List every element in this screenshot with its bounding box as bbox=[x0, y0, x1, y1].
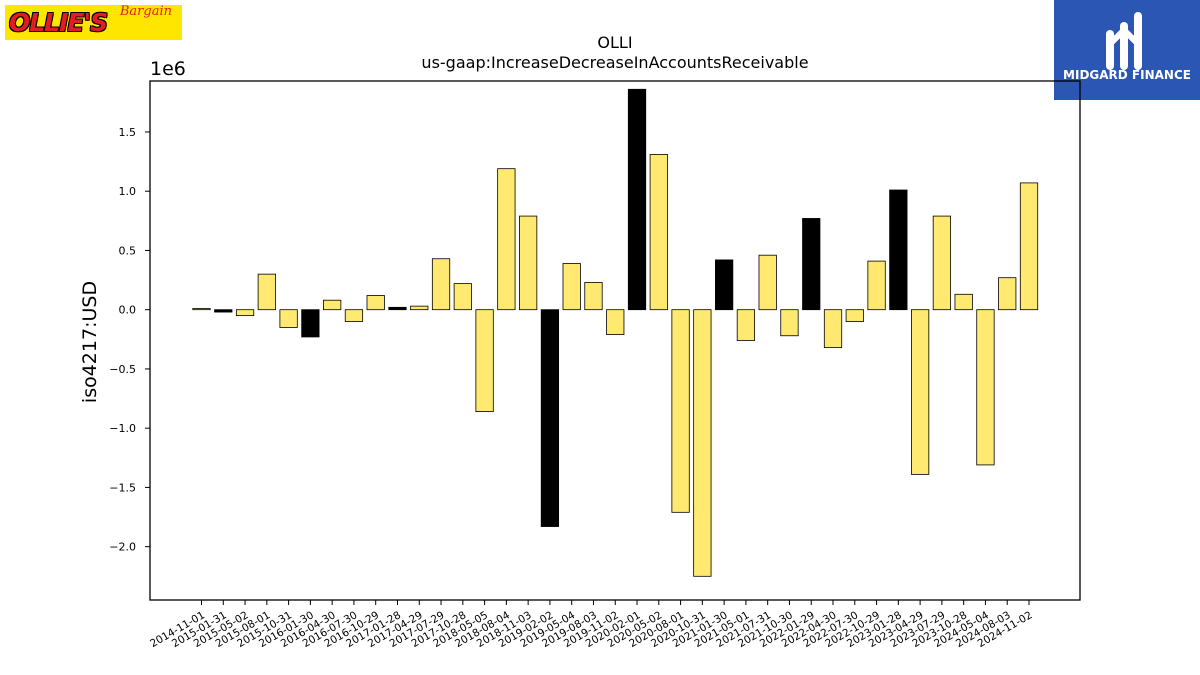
bars-group bbox=[192, 88, 1039, 577]
y-tick-label: 0.5 bbox=[119, 244, 137, 257]
bar-2015-01-31 bbox=[214, 309, 233, 313]
bar-2022-10-29 bbox=[867, 260, 886, 311]
bar-2015-08-01 bbox=[257, 273, 276, 311]
midgard-finance-logo: MIDGARD FINANCE bbox=[1054, 0, 1200, 100]
bar-2018-05-05 bbox=[475, 309, 494, 412]
bar-2021-10-30 bbox=[780, 309, 799, 337]
bar-2017-07-29 bbox=[431, 258, 451, 311]
ollies-logo-wordmark: OLLIE'S bbox=[9, 8, 108, 37]
bar-2016-07-30 bbox=[344, 309, 364, 322]
bar-2019-02-02 bbox=[540, 309, 560, 527]
y-tick-label: −1.5 bbox=[109, 481, 136, 494]
y-axis: −2.0 −1.5 −1.0 −0.5 0.0 0.5 1.0 1.5 bbox=[109, 126, 150, 554]
bar-2018-08-04 bbox=[497, 168, 516, 311]
bar-2019-05-04 bbox=[562, 263, 581, 311]
y-axis-label: iso4217:USD bbox=[79, 281, 101, 403]
bar-2015-05-02 bbox=[235, 309, 255, 317]
chart-subtitle: us-gaap:IncreaseDecreaseInAccountsReceiv… bbox=[421, 53, 808, 72]
chart-title: OLLI bbox=[597, 33, 632, 52]
bar-2017-04-29 bbox=[410, 305, 429, 311]
bar-2024-08-03 bbox=[998, 277, 1017, 311]
y-tick-label: 1.0 bbox=[119, 185, 137, 198]
bar-2017-10-28 bbox=[453, 283, 472, 311]
bar-2021-01-30 bbox=[715, 259, 734, 311]
bar-2016-01-30 bbox=[301, 309, 320, 338]
bar-2019-08-03 bbox=[584, 282, 603, 311]
bar-2019-11-02 bbox=[606, 309, 625, 335]
bar-2024-05-04 bbox=[976, 309, 995, 466]
bar-2021-07-31 bbox=[758, 254, 777, 311]
bar-2020-08-01 bbox=[671, 309, 690, 513]
bar-2016-04-30 bbox=[323, 299, 342, 311]
bar-2020-02-01 bbox=[627, 88, 647, 311]
bar-2024-11-02 bbox=[1019, 182, 1039, 311]
bar-2020-05-02 bbox=[649, 154, 668, 311]
midgard-logo-text: MIDGARD FINANCE bbox=[1063, 68, 1191, 82]
bar-2023-04-29 bbox=[911, 309, 930, 475]
bar-2017-01-28 bbox=[388, 306, 407, 311]
midgard-logo-icon bbox=[1106, 12, 1142, 70]
y-tick-label: −1.0 bbox=[109, 422, 136, 435]
y-tick-label: −0.5 bbox=[109, 363, 136, 376]
bar-2020-10-31 bbox=[693, 309, 712, 577]
bar-2015-10-31 bbox=[279, 309, 298, 328]
bar-2023-10-28 bbox=[954, 293, 973, 311]
bar-2014-11-01 bbox=[192, 308, 211, 311]
bar-2021-05-01 bbox=[736, 309, 756, 341]
bar-2023-01-28 bbox=[889, 189, 908, 311]
bar-2022-07-30 bbox=[845, 309, 864, 322]
y-tick-label: 0.0 bbox=[119, 304, 137, 317]
bar-2022-04-30 bbox=[823, 309, 843, 349]
bar-2016-10-29 bbox=[366, 295, 385, 311]
plot-frame bbox=[149, 80, 1081, 601]
ollies-logo-script: Bargain bbox=[119, 4, 172, 19]
y-tick-label: 1.5 bbox=[119, 126, 137, 139]
bar-2023-07-29 bbox=[932, 215, 952, 311]
x-axis: 2014-11-012015-01-312015-05-022015-08-01… bbox=[148, 600, 1035, 650]
bar-2022-01-29 bbox=[802, 218, 821, 311]
ollies-logo: OLLIE'S Bargain bbox=[5, 4, 182, 40]
y-tick-label: −2.0 bbox=[109, 541, 136, 554]
bar-2018-11-03 bbox=[519, 215, 538, 311]
y-offset-label: 1e6 bbox=[150, 58, 186, 80]
